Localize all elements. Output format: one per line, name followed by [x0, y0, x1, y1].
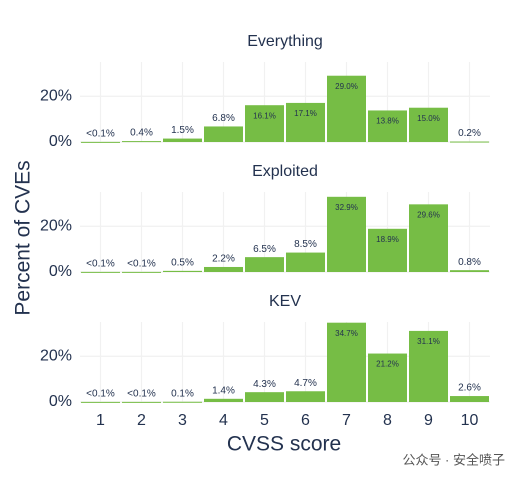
data-label: 0.2%: [458, 128, 481, 139]
data-label: 2.2%: [212, 254, 235, 265]
panel-title: Exploited: [252, 163, 318, 180]
data-label: 0.5%: [171, 257, 194, 268]
bar: [122, 401, 161, 403]
x-axis-title: CVSS score: [227, 433, 341, 456]
y-tick-label: 0%: [49, 133, 72, 150]
bar: [286, 391, 325, 402]
bar: [286, 252, 325, 272]
y-tick-label: 0%: [49, 263, 72, 280]
y-tick-label: 20%: [40, 348, 72, 365]
bar: [409, 204, 448, 272]
bar: [450, 396, 489, 402]
bar: [163, 401, 202, 403]
x-tick-label: 9: [424, 412, 433, 429]
data-label: 34.7%: [335, 329, 358, 338]
data-label: <0.1%: [127, 389, 156, 400]
panel-title: Everything: [247, 33, 323, 50]
x-tick-label: 7: [342, 412, 351, 429]
bar: [163, 138, 202, 142]
y-tick-label: 0%: [49, 393, 72, 410]
bar: [409, 107, 448, 142]
data-label: 32.9%: [335, 203, 358, 212]
y-axis-title: Percent of CVEs: [12, 160, 35, 315]
bar: [204, 126, 243, 142]
panel-title: KEV: [269, 293, 301, 310]
bar: [450, 270, 489, 272]
data-label: 0.8%: [458, 257, 481, 268]
data-label: <0.1%: [86, 389, 115, 400]
bar: [368, 110, 407, 142]
data-label: <0.1%: [86, 259, 115, 270]
bar: [245, 105, 284, 142]
data-label: 1.4%: [212, 385, 235, 396]
bar: [327, 322, 366, 402]
x-tick-label: 5: [260, 412, 269, 429]
bar: [327, 75, 366, 142]
data-label: <0.1%: [127, 259, 156, 270]
bar: [245, 392, 284, 402]
x-tick-label: 8: [383, 412, 392, 429]
data-label: 0.1%: [171, 388, 194, 399]
y-tick-label: 20%: [40, 88, 72, 105]
bar: [81, 141, 120, 143]
watermark: 公众号 · 安全喷子: [402, 452, 505, 467]
bar: [81, 401, 120, 403]
data-label: 4.3%: [253, 379, 276, 390]
data-label: 0.4%: [130, 128, 153, 139]
data-label: 18.9%: [376, 235, 399, 244]
data-label: 31.1%: [417, 337, 440, 346]
data-label: 1.5%: [171, 125, 194, 136]
data-label: 4.7%: [294, 378, 317, 389]
data-label: 21.2%: [376, 360, 399, 369]
bar: [409, 330, 448, 402]
data-label: 6.8%: [212, 113, 235, 124]
x-tick-label: 10: [461, 412, 479, 429]
x-tick-label: 2: [137, 412, 146, 429]
x-tick-label: 4: [219, 412, 228, 429]
bar: [122, 141, 161, 143]
bar: [368, 353, 407, 402]
bar: [204, 398, 243, 402]
data-label: 15.0%: [417, 114, 440, 123]
data-label: 13.8%: [376, 117, 399, 126]
data-label: 8.5%: [294, 239, 317, 250]
x-tick-label: 1: [96, 412, 105, 429]
data-label: 2.6%: [458, 383, 481, 394]
bar: [368, 228, 407, 272]
bar: [245, 257, 284, 272]
y-tick-label: 20%: [40, 218, 72, 235]
bar: [450, 141, 489, 143]
data-label: 29.6%: [417, 210, 440, 219]
bar: [327, 196, 366, 272]
x-tick-label: 3: [178, 412, 187, 429]
bar: [81, 271, 120, 273]
data-label: 29.0%: [335, 82, 358, 91]
data-label: 6.5%: [253, 244, 276, 255]
data-label: 17.1%: [294, 109, 317, 118]
bar: [122, 271, 161, 273]
bar: [286, 102, 325, 142]
bar: [204, 266, 243, 272]
data-label: <0.1%: [86, 129, 115, 140]
data-label: 16.1%: [253, 111, 276, 120]
x-tick-label: 6: [301, 412, 310, 429]
bar: [163, 270, 202, 272]
